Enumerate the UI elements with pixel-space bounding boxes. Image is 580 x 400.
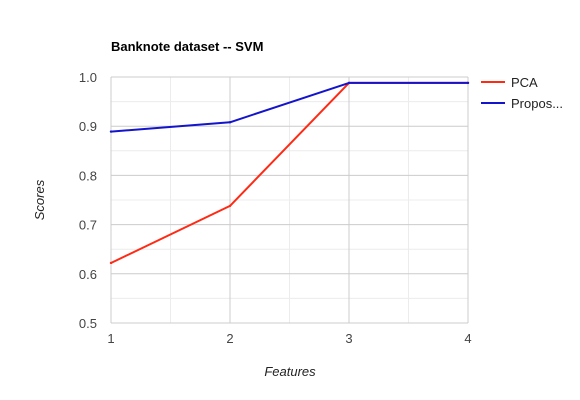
x-axis-ticks: 1 2 3 4 bbox=[107, 331, 471, 346]
y-tick-label: 0.5 bbox=[79, 316, 97, 331]
x-tick-label: 1 bbox=[107, 331, 114, 346]
x-tick-label: 3 bbox=[345, 331, 352, 346]
y-axis-label: Scores bbox=[32, 179, 47, 220]
data-point bbox=[466, 81, 470, 85]
major-gridlines bbox=[110, 76, 469, 324]
data-point bbox=[228, 121, 232, 124]
minor-gridlines bbox=[111, 77, 468, 323]
y-tick-label: 0.8 bbox=[79, 168, 97, 183]
plot-series bbox=[109, 81, 470, 265]
data-point bbox=[109, 130, 113, 133]
y-tick-label: 0.6 bbox=[79, 267, 97, 282]
y-tick-label: 0.7 bbox=[79, 218, 97, 233]
data-point bbox=[109, 261, 113, 265]
series-line-2 bbox=[110, 81, 468, 133]
y-tick-label: 1.0 bbox=[79, 70, 97, 85]
y-axis-ticks: 0.5 0.6 0.7 0.8 0.9 1.0 bbox=[79, 70, 97, 331]
x-axis-label: Features bbox=[264, 364, 316, 379]
y-tick-label: 0.9 bbox=[79, 119, 97, 134]
x-tick-label: 2 bbox=[226, 331, 233, 346]
data-point bbox=[228, 204, 232, 208]
legend: PCA Propos... bbox=[481, 75, 563, 111]
data-point bbox=[347, 81, 351, 85]
x-tick-label: 4 bbox=[464, 331, 471, 346]
chart-title: Banknote dataset -- SVM bbox=[111, 39, 263, 54]
legend-label: PCA bbox=[511, 75, 538, 90]
legend-label: Propos... bbox=[511, 96, 563, 111]
